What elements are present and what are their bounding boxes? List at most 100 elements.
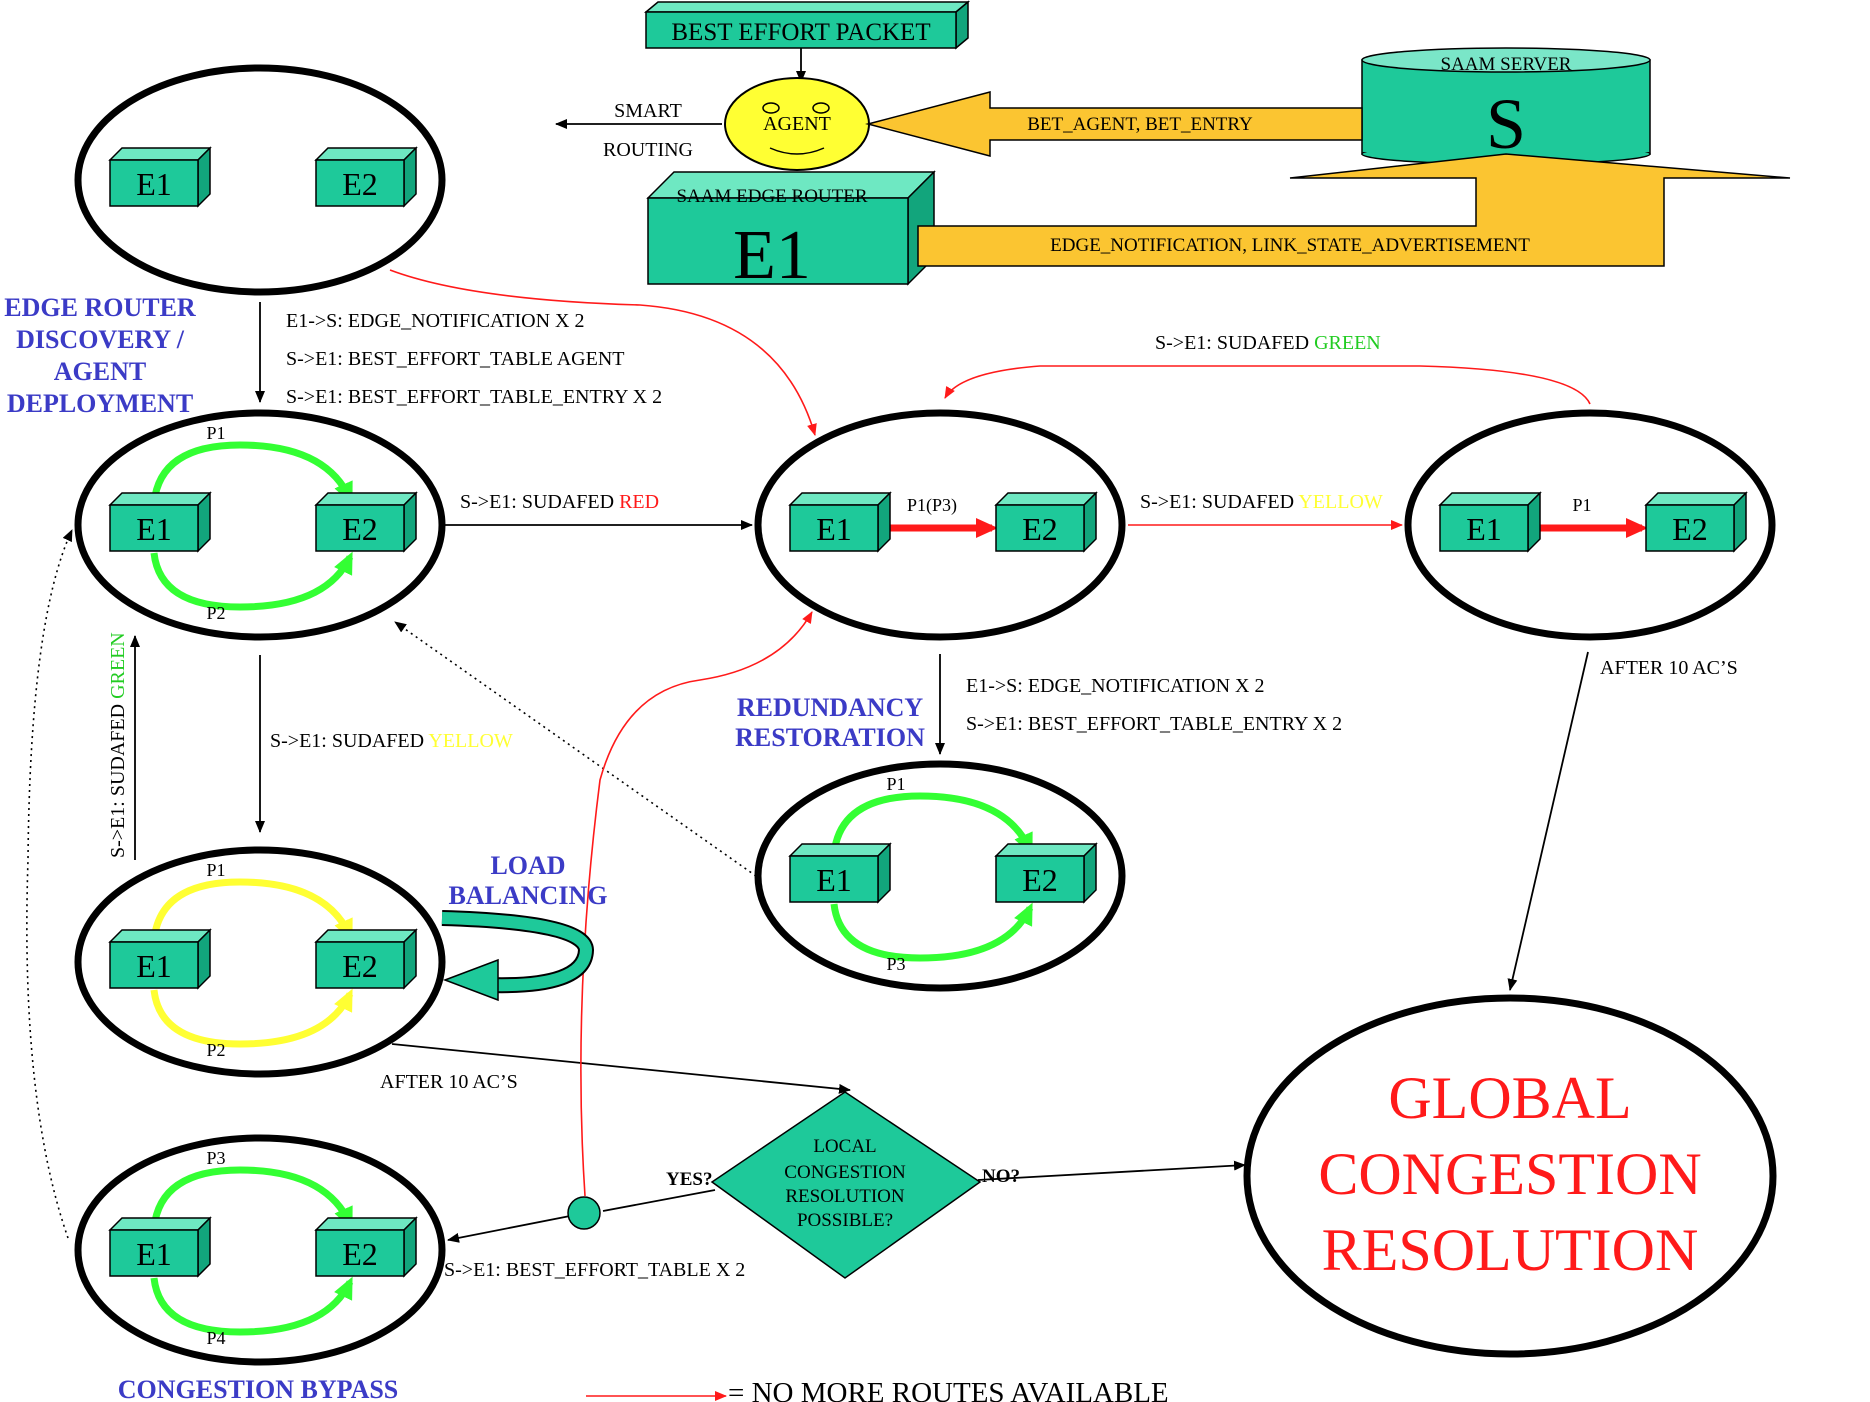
dotted-bypass-return-arrow	[26, 529, 73, 1239]
saam-edge-router-box: SAAM EDGE ROUTER E1	[646, 170, 936, 294]
edge-notification-label: EDGE_NOTIFICATION, LINK_STATE_ADVERTISEM…	[1050, 235, 1530, 256]
redundancy-line-2: RESTORATION	[735, 723, 925, 752]
after-10-acs-local-arrow	[391, 1043, 851, 1094]
routing-label: ROUTING	[603, 139, 693, 161]
decision-line-2: CONGESTION	[784, 1162, 906, 1183]
smart-label: SMART	[614, 100, 682, 122]
path-label-bottom: P4	[206, 1328, 225, 1348]
e1-box: E1	[1438, 491, 1542, 553]
path-label-top: P3	[206, 1148, 225, 1168]
e2-box: E2	[314, 928, 418, 990]
path-label-top: P1	[206, 860, 225, 880]
e1-box-label: E1	[136, 166, 172, 202]
e1-box: E1	[788, 491, 892, 553]
state-load-balancing: P1 P2 E1 E2	[74, 846, 446, 1078]
e2-box-label: E2	[342, 166, 378, 202]
path-label-bottom: P2	[206, 603, 225, 623]
e2-box-label: E2	[1022, 862, 1058, 898]
decision-diamond: LOCAL CONGESTION RESOLUTION POSSIBLE?	[710, 1091, 982, 1279]
state-yellow: P1 E1 E2	[1404, 409, 1776, 641]
yes-label: YES?	[666, 1169, 712, 1190]
path-arc-bottom	[150, 988, 354, 1048]
no-arrow	[977, 1160, 1246, 1181]
e2-box: E2	[1644, 491, 1748, 553]
junction-node	[567, 1196, 601, 1230]
legend-label: = NO MORE ROUTES AVAILABLE	[728, 1377, 1169, 1402]
e2-box-label: E2	[342, 511, 378, 547]
sudafed-yellow-top-label: S->E1: SUDAFED YELLOW	[1140, 491, 1383, 513]
global-line-3: RESOLUTION	[1322, 1217, 1699, 1283]
sudafed-red-label: S->E1: SUDAFED RED	[460, 491, 659, 513]
best-effort-table-arrow	[447, 1215, 571, 1243]
state-nodes: E1 E2 P1 P2 E1 E2 P1(P3) E1 E2 P1 E1 E2 P1 P2 E1 E2 P1 P3…	[74, 64, 1776, 1366]
path-label-bottom: P2	[206, 1040, 225, 1060]
decision-line-3: RESOLUTION	[785, 1186, 905, 1207]
edge-notification-arrow	[917, 153, 1791, 267]
server-letter: S	[1486, 84, 1526, 164]
e1-box: E1	[788, 842, 892, 904]
e2-box: E2	[314, 146, 418, 208]
agent-icon: AGENT	[724, 77, 870, 171]
congestion-bypass-label: CONGESTION BYPASS	[118, 1375, 399, 1402]
e1-box: E1	[108, 928, 212, 990]
e1-box: E1	[108, 1216, 212, 1278]
saam-server-icon: SAAM SERVER S	[1361, 47, 1651, 165]
after-10-acs-global-arrow	[1507, 651, 1589, 991]
path-arc-top	[830, 792, 1034, 856]
best-effort-table-label: S->E1: BEST_EFFORT_TABLE X 2	[444, 1259, 745, 1281]
path-label: P1(P3)	[907, 495, 957, 516]
redundancy-msg-1: E1->S: EDGE_NOTIFICATION X 2	[966, 675, 1264, 697]
best-effort-packet-label: BEST EFFORT PACKET	[671, 19, 930, 46]
redundancy-msg-2: S->E1: BEST_EFFORT_TABLE_ENTRY X 2	[966, 713, 1342, 735]
e2-box: E2	[994, 842, 1098, 904]
bet-arrow-label: BET_AGENT, BET_ENTRY	[1027, 114, 1253, 135]
state-red: P1(P3) E1 E2	[754, 409, 1126, 641]
e1-box-label: E1	[816, 862, 852, 898]
load-balancing-section-label: LOAD BALANCING	[449, 851, 608, 910]
yes-arrow	[602, 1189, 716, 1212]
global-congestion-node: GLOBAL CONGESTION RESOLUTION	[1243, 994, 1777, 1358]
path-arc-top	[150, 878, 354, 942]
discovery-line-1: EDGE ROUTER	[4, 293, 196, 322]
no-routes-arrow-bottom	[580, 611, 813, 1197]
e2-box: E2	[994, 491, 1098, 553]
e1-box-label: E1	[136, 948, 172, 984]
state-redundancy: P1 P3 E1 E2	[754, 760, 1126, 992]
message-labels: E1->S: EDGE_NOTIFICATION X 2 S->E1: BEST…	[107, 310, 1738, 1281]
sudafed-green-top-label: S->E1: SUDAFED GREEN	[1155, 332, 1381, 354]
discovery-msg-2: S->E1: BEST_EFFORT_TABLE AGENT	[286, 348, 625, 370]
header-group: BEST EFFORT PACKET AGENT SMART ROUTING S…	[555, 0, 1791, 294]
path-arc-bottom	[150, 551, 354, 611]
no-routes-arrow-top	[389, 269, 817, 436]
discovery-line-3: AGENT	[54, 357, 146, 386]
e2-box: E2	[314, 491, 418, 553]
e1-box: E1	[108, 146, 212, 208]
discovery-line-2: DISCOVERY /	[16, 325, 185, 354]
state-initial: E1 E2	[74, 64, 446, 296]
legend: = NO MORE ROUTES AVAILABLE	[586, 1377, 1169, 1402]
discovery-section-label: EDGE ROUTER DISCOVERY / AGENT DEPLOYMENT	[4, 293, 196, 418]
discovery-msg-3: S->E1: BEST_EFFORT_TABLE_ENTRY X 2	[286, 386, 662, 408]
best-effort-packet-box: BEST EFFORT PACKET	[643, 0, 971, 50]
after-10-acs-right-label: AFTER 10 AC’S	[1600, 657, 1738, 679]
agent-label: AGENT	[763, 113, 831, 135]
global-line-2: CONGESTION	[1318, 1141, 1701, 1207]
decision-line-4: POSSIBLE?	[797, 1210, 893, 1231]
path-arc-top	[150, 1166, 354, 1230]
e1-box-label: E1	[136, 1236, 172, 1272]
connections	[26, 269, 1591, 1243]
path-arc-bottom	[830, 902, 1034, 962]
path-label: P1	[1572, 495, 1591, 515]
path-label-bottom: P3	[886, 954, 905, 974]
saam-edge-router-label: SAAM EDGE ROUTER	[676, 186, 867, 207]
path-label-top: P1	[206, 423, 225, 443]
e2-box-label: E2	[342, 948, 378, 984]
redundancy-section-label: REDUNDANCY RESTORATION	[735, 693, 925, 752]
e2-box-label: E2	[342, 1236, 378, 1272]
load-balancing-line-2: BALANCING	[449, 881, 608, 910]
dotted-return-arrow	[394, 621, 757, 877]
no-label: NO?	[982, 1166, 1020, 1187]
load-balancing-arrow	[441, 910, 595, 1002]
sudafed-yellow-left-label: S->E1: SUDAFED YELLOW	[270, 730, 513, 752]
